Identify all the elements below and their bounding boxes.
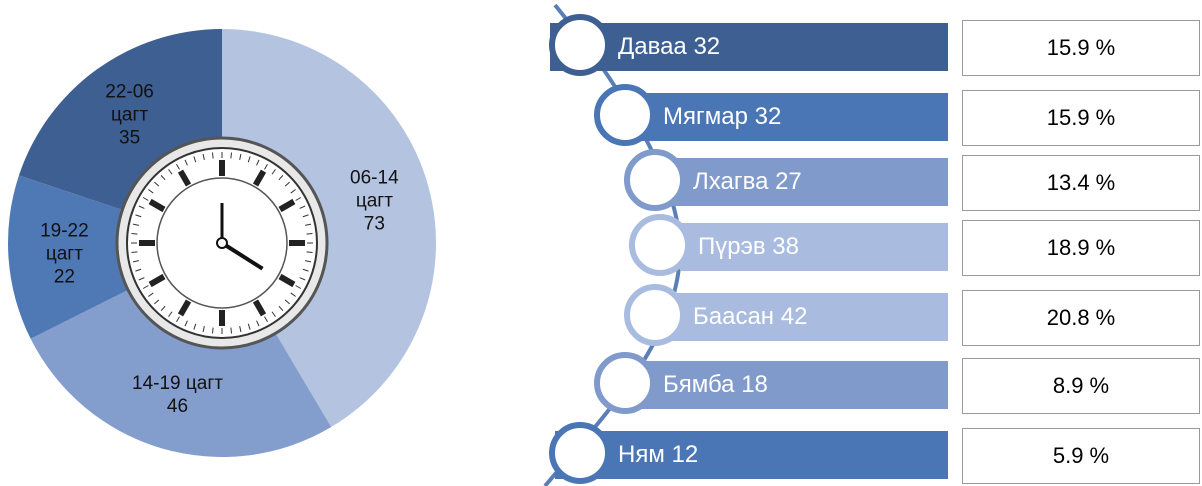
clock-minute xyxy=(131,252,137,253)
day-label: Бямба 18 xyxy=(663,371,768,399)
percent-box: 18.9 % xyxy=(962,220,1200,276)
slice-category: 14-19 цагт xyxy=(117,372,237,395)
clock-minute xyxy=(307,233,313,234)
percent-box: 15.9 % xyxy=(962,20,1200,76)
slice-category: 22-06 цагт xyxy=(102,80,158,126)
day-bullet xyxy=(632,217,688,273)
percent-box: 15.9 % xyxy=(962,90,1200,146)
day-bar xyxy=(555,431,948,479)
percent-box: 5.9 % xyxy=(962,428,1200,484)
slice-value: 22 xyxy=(36,266,92,289)
percent-box: 13.4 % xyxy=(962,155,1200,211)
day-bullet xyxy=(627,152,683,208)
day-bullet xyxy=(597,355,653,411)
day-label: Даваа 32 xyxy=(618,33,720,61)
percent-box: 8.9 % xyxy=(962,358,1200,414)
day-bullet xyxy=(627,287,683,343)
clock-minute xyxy=(231,328,232,334)
clock-minute xyxy=(212,328,213,334)
percent-box: 20.8 % xyxy=(962,290,1200,346)
day-bullet xyxy=(552,17,608,73)
day-bullet xyxy=(552,425,608,481)
slice-value: 46 xyxy=(117,395,237,418)
page: 06-14 цагт73 14-19 цагт46 19-22 цагт22 22-0… xyxy=(0,0,1202,486)
day-label: Мягмар 32 xyxy=(663,103,781,131)
clock-minute xyxy=(231,152,232,158)
clock-minute xyxy=(307,252,313,253)
day-bullet xyxy=(597,87,653,143)
day-label: Пүрэв 38 xyxy=(698,233,799,261)
clock-minute xyxy=(212,152,213,158)
slice-value: 35 xyxy=(102,126,158,149)
slice-label: 06-14 цагт73 xyxy=(346,167,402,236)
slice-category: 06-14 цагт xyxy=(346,167,402,213)
slice-value: 73 xyxy=(346,213,402,236)
day-label: Лхагва 27 xyxy=(693,168,802,196)
slice-category: 19-22 цагт xyxy=(36,220,92,266)
day-label: Баасан 42 xyxy=(693,303,807,331)
clock-hub xyxy=(217,238,227,248)
day-label: Ням 12 xyxy=(618,441,698,469)
clock-minute xyxy=(131,233,137,234)
